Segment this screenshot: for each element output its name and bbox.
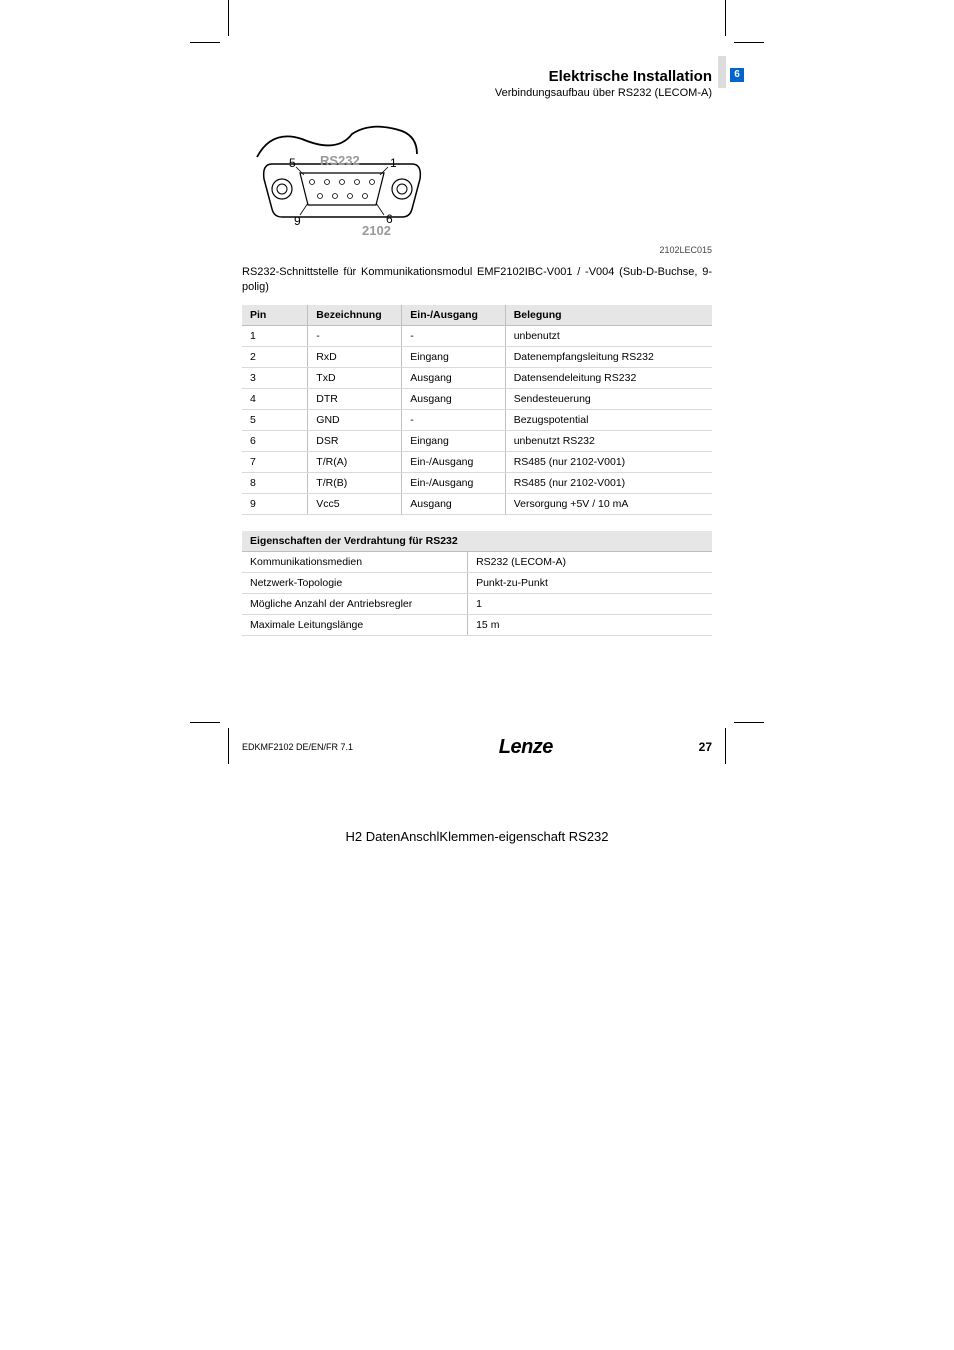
table-row: 2RxDEingangDatenempfangsleitung RS232	[242, 346, 712, 367]
header-title: Elektrische Installation	[242, 68, 712, 85]
figure-id: 2102LEC015	[242, 245, 712, 255]
footer-left: EDKMF2102 DE/EN/FR 7.1	[242, 742, 353, 752]
table-row: 6DSREingangunbenutzt RS232	[242, 430, 712, 451]
pin5-label: 5	[289, 156, 296, 170]
table-row: KommunikationsmedienRS232 (LECOM-A)	[242, 551, 712, 572]
table-row: 5GND-Bezugspotential	[242, 409, 712, 430]
pin-header: Belegung	[505, 305, 712, 326]
table-row: Maximale Leitungslänge15 m	[242, 614, 712, 635]
table-row: 8T/R(B)Ein-/AusgangRS485 (nur 2102-V001)	[242, 472, 712, 493]
pin1-label: 1	[390, 156, 397, 170]
pin9-label: 9	[294, 214, 301, 228]
page-footer: EDKMF2102 DE/EN/FR 7.1 Lenze 27	[242, 736, 712, 759]
table-row: 9Vcc5AusgangVersorgung +5V / 10 mA	[242, 493, 712, 514]
prop-header: Eigenschaften der Verdrahtung für RS232	[242, 531, 712, 552]
page-header: Elektrische Installation Verbindungsaufb…	[242, 68, 712, 99]
bottom-caption: H2 DatenAnschlKlemmen-eigenschaft RS232	[0, 829, 954, 844]
table-row: Mögliche Anzahl der Antriebsregler1	[242, 593, 712, 614]
table-row: Netzwerk-TopologiePunkt-zu-Punkt	[242, 572, 712, 593]
figure-caption: RS232-Schnittstelle für Kommunikationsmo…	[242, 265, 712, 295]
pin-header: Pin	[242, 305, 308, 326]
connector-figure: 5 1 9 6 RS232 2102	[242, 119, 712, 239]
pin-header: Bezeichnung	[308, 305, 402, 326]
pin-header: Ein-/Ausgang	[402, 305, 505, 326]
header-subtitle: Verbindungsaufbau über RS232 (LECOM-A)	[242, 87, 712, 99]
table-row: 7T/R(A)Ein-/AusgangRS485 (nur 2102-V001)	[242, 451, 712, 472]
rs232-label: RS232	[320, 153, 360, 168]
part-label: 2102	[362, 223, 391, 238]
table-row: 1--unbenutzt	[242, 325, 712, 346]
side-tab	[718, 56, 726, 88]
table-row: 3TxDAusgangDatensendeleitung RS232	[242, 367, 712, 388]
pin-table: PinBezeichnungEin-/AusgangBelegung 1--un…	[242, 305, 712, 515]
page-number: 27	[699, 740, 712, 754]
table-row: 4DTRAusgangSendesteuerung	[242, 388, 712, 409]
properties-table: Eigenschaften der Verdrahtung für RS232 …	[242, 531, 712, 636]
chapter-badge: 6	[730, 68, 744, 82]
footer-logo: Lenze	[499, 736, 553, 759]
